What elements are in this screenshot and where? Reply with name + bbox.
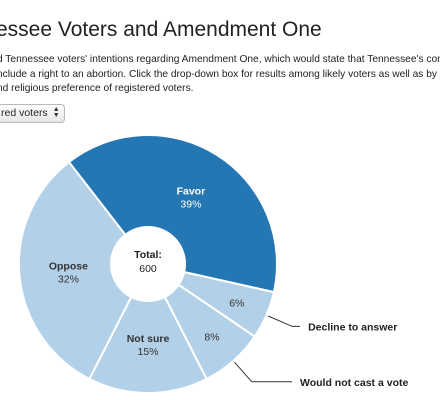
intro-text: d Tennessee voters' intentions regarding… bbox=[0, 53, 440, 97]
slice-name-oppose: Oppose bbox=[49, 261, 88, 273]
slice-value-would-not-cast-a-vote: 8% bbox=[204, 332, 219, 344]
callout-line-decline-to-answer bbox=[268, 315, 301, 327]
center-total-label: Total: bbox=[134, 249, 162, 261]
select-arrows-icon: ▲ ▼ bbox=[52, 106, 60, 119]
voter-group-select[interactable]: red voters ▲ ▼ bbox=[0, 104, 65, 123]
callout-label-would-not-cast-a-vote: Would not cast a vote bbox=[300, 377, 408, 389]
center-total-value: 600 bbox=[139, 263, 157, 275]
intro-line: d Tennessee voters' intentions regarding… bbox=[0, 54, 440, 65]
donut-hole bbox=[110, 226, 186, 302]
callout-line-would-not-cast-a-vote bbox=[234, 361, 292, 383]
slice-name-favor: Favor bbox=[177, 186, 206, 198]
pie-slice-favor[interactable] bbox=[67, 134, 278, 294]
slice-value-decline-to-answer: 6% bbox=[229, 297, 244, 309]
slice-name-not-sure: Not sure bbox=[127, 333, 170, 345]
slice-value-favor: 39% bbox=[180, 199, 201, 211]
slice-value-oppose: 32% bbox=[58, 274, 79, 286]
slice-value-not-sure: 15% bbox=[137, 346, 158, 358]
intro-line: nd religious preference of registered vo… bbox=[0, 83, 194, 94]
page-title: essee Voters and Amendment One bbox=[0, 18, 322, 41]
intro-line: nclude a right to an abortion. Click the… bbox=[0, 68, 437, 80]
callout-label-decline-to-answer: Decline to answer bbox=[308, 321, 397, 333]
pie-slice-oppose[interactable] bbox=[18, 160, 150, 381]
voter-group-select-value: red voters bbox=[1, 107, 48, 119]
pie-slice-not-sure[interactable] bbox=[88, 261, 208, 394]
